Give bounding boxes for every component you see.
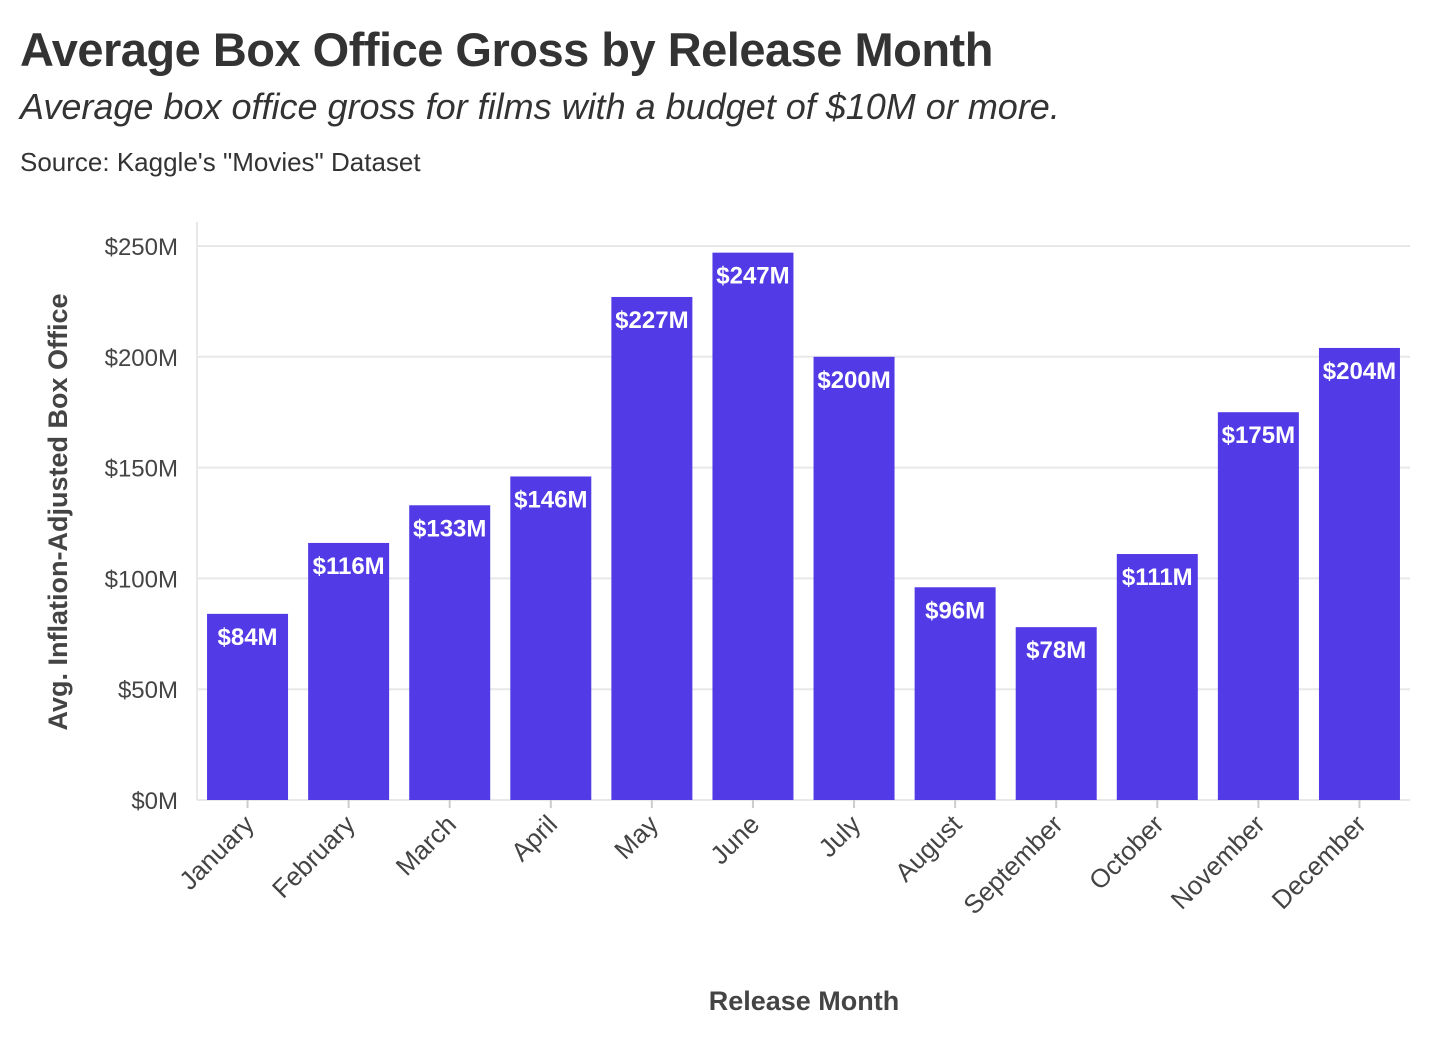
y-tick-label: $250M	[105, 234, 178, 261]
chart-title: Average Box Office Gross by Release Mont…	[20, 23, 993, 76]
bar-data-label: $96M	[925, 597, 985, 624]
bar-data-label: $175M	[1222, 422, 1295, 449]
y-axis-ticks: $0M $50M $100M $150M $200M $250M	[105, 234, 178, 815]
bar-data-label: $116M	[313, 553, 385, 580]
bar	[1217, 412, 1299, 800]
y-axis-title: Avg. Inflation-Adjusted Box Office	[43, 293, 73, 730]
bar	[712, 252, 794, 800]
bar-data-label: $227M	[615, 307, 688, 334]
bar-data-label: $78M	[1026, 637, 1086, 664]
bar-data-label: $111M	[1122, 564, 1193, 591]
x-tick-label: March	[390, 809, 462, 881]
x-tick-label: August	[889, 808, 968, 887]
bar-data-label: $133M	[413, 515, 486, 542]
bar-data-labels: $84M $116M $133M $146M $227M $247M $200M $96M $7…	[215, 260, 1400, 668]
x-tick-label: December	[1266, 809, 1372, 915]
chart-source: Source: Kaggle's "Movies" Dataset	[20, 147, 421, 177]
bar	[813, 356, 895, 800]
y-tick-label: $200M	[105, 345, 178, 372]
x-tick-label: June	[704, 809, 765, 870]
y-tick-label: $150M	[105, 456, 178, 483]
bar	[914, 587, 996, 800]
bar	[611, 296, 693, 800]
bar	[510, 476, 592, 800]
x-tick-label: July	[812, 809, 866, 863]
bar	[308, 542, 390, 800]
x-tick-label: April	[505, 809, 563, 867]
y-tick-label: $50M	[118, 677, 178, 704]
x-tick-label: November	[1165, 809, 1271, 915]
bar	[1015, 627, 1097, 800]
bar	[1318, 347, 1400, 800]
y-tick-label: $100M	[105, 566, 178, 593]
gridlines	[196, 222, 1410, 801]
chart-subtitle: Average box office gross for films with …	[20, 86, 1060, 127]
bar-data-label: $204M	[1323, 358, 1396, 385]
bar	[1116, 554, 1198, 800]
bar	[409, 505, 491, 800]
x-axis-ticks: January February March April May June July Augu…	[173, 800, 1372, 920]
bar-data-label: $200M	[817, 367, 890, 394]
bar	[207, 613, 289, 800]
x-axis-title: Release Month	[709, 986, 900, 1016]
bars	[207, 252, 1400, 800]
bar-data-label: $146M	[514, 486, 587, 513]
x-tick-label: September	[957, 809, 1068, 920]
x-tick-label: October	[1083, 809, 1170, 896]
y-tick-label: $0M	[131, 788, 178, 815]
x-tick-label: May	[608, 809, 664, 865]
bar-data-label: $247M	[716, 263, 789, 290]
bar-data-label: $84M	[218, 624, 278, 651]
x-tick-label: January	[173, 809, 260, 896]
x-tick-label: February	[266, 809, 361, 904]
